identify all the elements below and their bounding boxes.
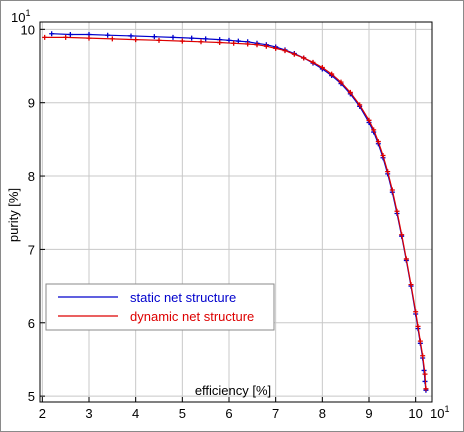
data-point bbox=[385, 169, 391, 175]
y-tick-label: 8 bbox=[28, 169, 35, 184]
data-point bbox=[347, 89, 353, 95]
data-point bbox=[375, 139, 381, 145]
series-0 bbox=[49, 31, 429, 393]
data-point bbox=[420, 353, 426, 359]
series-line bbox=[51, 33, 427, 391]
x-tick-label: 10 bbox=[408, 406, 422, 421]
data-point bbox=[151, 34, 157, 40]
data-point bbox=[263, 43, 269, 49]
data-point bbox=[63, 34, 69, 40]
data-point bbox=[254, 42, 260, 48]
data-point bbox=[203, 36, 209, 42]
tick-labels: 2 3 4 5 6 7 8 9 10 5 6 7 8 9 10 bbox=[21, 22, 423, 421]
x-tick-label: 4 bbox=[132, 406, 139, 421]
data-point bbox=[399, 232, 405, 238]
data-point bbox=[338, 79, 344, 85]
legend-label-static: static net structure bbox=[130, 290, 236, 305]
data-point bbox=[133, 37, 139, 43]
grid bbox=[40, 22, 432, 402]
data-point bbox=[128, 33, 134, 39]
plot-area-border bbox=[39, 21, 433, 403]
data-point bbox=[301, 55, 307, 61]
data-point bbox=[394, 208, 400, 214]
x-axis-label: efficiency [%] bbox=[195, 383, 271, 398]
y-tick-label: 7 bbox=[28, 242, 35, 257]
data-point bbox=[105, 32, 111, 38]
data-point bbox=[273, 45, 279, 51]
data-point bbox=[422, 371, 428, 377]
data-point bbox=[198, 39, 204, 45]
x-exponent-label: 101 bbox=[430, 404, 449, 421]
x-tick-label: 7 bbox=[272, 406, 279, 421]
data-point bbox=[86, 35, 92, 41]
data-point bbox=[67, 31, 73, 37]
legend-label-dynamic: dynamic net structure bbox=[130, 309, 254, 324]
data-point bbox=[179, 38, 185, 44]
x-tick-label: 2 bbox=[39, 406, 46, 421]
data-point bbox=[226, 37, 232, 43]
data-point bbox=[42, 34, 48, 40]
data-point bbox=[156, 37, 162, 43]
data-point bbox=[357, 102, 363, 108]
legend-box bbox=[45, 283, 275, 331]
data-point bbox=[109, 36, 115, 42]
data-point bbox=[423, 386, 429, 392]
y-tick-label: 6 bbox=[28, 316, 35, 331]
data-point bbox=[415, 323, 421, 329]
x-tick-label: 5 bbox=[179, 406, 186, 421]
y-tick-label: 9 bbox=[28, 96, 35, 111]
data-point bbox=[329, 71, 335, 77]
data-point bbox=[417, 338, 423, 344]
data-point bbox=[49, 31, 55, 37]
data-point bbox=[189, 35, 195, 41]
y-tick-label: 5 bbox=[28, 389, 35, 404]
data-point bbox=[413, 309, 419, 315]
data-point bbox=[408, 282, 414, 288]
data-point bbox=[217, 40, 223, 46]
x-tick-label: 3 bbox=[85, 406, 92, 421]
data-point bbox=[235, 38, 241, 44]
series-1 bbox=[42, 34, 429, 392]
data-point bbox=[389, 187, 395, 193]
data-point bbox=[366, 117, 372, 123]
data-point bbox=[380, 153, 386, 159]
x-tick-label: 6 bbox=[225, 406, 232, 421]
legend: static net structure dynamic net structu… bbox=[45, 283, 275, 331]
data-point bbox=[231, 40, 237, 46]
data-point bbox=[319, 64, 325, 70]
series-layer bbox=[42, 31, 429, 393]
x-tick-label: 9 bbox=[365, 406, 372, 421]
data-point bbox=[245, 41, 251, 47]
y-exponent-label: 101 bbox=[11, 8, 30, 25]
y-axis-label: purity [%] bbox=[6, 188, 21, 242]
y-tick-label: 10 bbox=[21, 22, 35, 37]
data-point bbox=[310, 59, 316, 65]
data-point bbox=[403, 256, 409, 262]
data-point bbox=[282, 48, 288, 54]
data-point bbox=[170, 34, 176, 40]
x-tick-label: 8 bbox=[319, 406, 326, 421]
data-point bbox=[291, 51, 297, 57]
data-point bbox=[371, 127, 377, 133]
